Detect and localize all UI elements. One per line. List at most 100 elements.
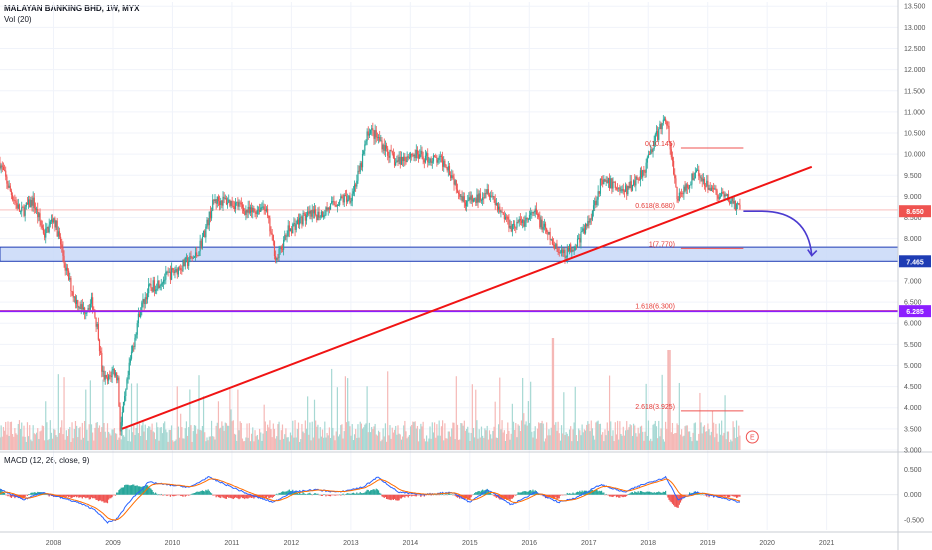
candle-body xyxy=(735,204,738,210)
macd-histogram-bar xyxy=(181,494,183,496)
candle-body xyxy=(409,153,412,158)
volume-bar xyxy=(128,429,130,450)
volume-bar xyxy=(237,389,239,450)
candle-body xyxy=(313,209,316,214)
macd-histogram-bar xyxy=(735,494,738,498)
volume-bar xyxy=(26,422,29,450)
macd-histogram-bar xyxy=(35,492,38,495)
candle-body xyxy=(62,247,64,256)
candle-body xyxy=(424,155,427,163)
candle-body xyxy=(85,313,87,314)
macd-histogram-bar xyxy=(493,494,495,497)
volume-bar xyxy=(581,424,583,450)
candle-body xyxy=(494,199,496,206)
volume-bar xyxy=(159,427,161,450)
candle-body xyxy=(56,220,58,237)
macd-histogram-bar xyxy=(141,486,143,495)
candle-body xyxy=(141,302,143,312)
macd-histogram-bar xyxy=(152,491,154,495)
chart-title: MALAYAN BANKING BHD, 1W, MYX xyxy=(4,4,140,13)
volume-bar xyxy=(374,423,376,450)
volume-bar xyxy=(715,423,717,450)
candle-body xyxy=(245,209,247,215)
macd-histogram-bar xyxy=(84,494,86,498)
candle-body xyxy=(87,308,89,311)
candle-body xyxy=(39,213,41,221)
macd-histogram-bar xyxy=(335,494,337,496)
candle-body xyxy=(119,406,121,432)
candle-body xyxy=(19,211,22,213)
candle-body xyxy=(328,207,330,210)
volume-bar xyxy=(132,432,134,450)
macd-histogram-bar xyxy=(610,494,612,497)
candle-body xyxy=(10,190,13,195)
volume-bar xyxy=(53,428,55,450)
macd-histogram-bar xyxy=(687,494,690,496)
volume-bar xyxy=(178,437,181,450)
candle-body xyxy=(351,193,353,202)
macd-histogram-bar xyxy=(445,493,447,495)
volume-bar xyxy=(579,430,581,450)
volume-bar xyxy=(189,389,191,450)
candle-body xyxy=(7,183,9,188)
macd-histogram-bar xyxy=(10,494,13,498)
volume-bar xyxy=(254,430,256,450)
price-tick-label: 7.000 xyxy=(904,278,922,285)
volume-bar xyxy=(270,429,272,450)
volume-bar xyxy=(698,433,700,450)
macd-histogram-bar xyxy=(655,492,658,495)
volume-bar xyxy=(318,438,320,450)
volume-bar xyxy=(168,429,170,450)
macd-histogram-bar xyxy=(304,493,306,495)
candle-body xyxy=(453,177,455,185)
volume-bar xyxy=(652,424,654,450)
macd-histogram-bar xyxy=(337,494,340,496)
macd-histogram-bar xyxy=(390,494,392,501)
candle-body xyxy=(78,307,80,309)
macd-histogram-bar xyxy=(472,494,475,495)
macd-histogram-bar xyxy=(293,491,295,495)
volume-bar xyxy=(63,377,65,450)
candle-body xyxy=(16,203,18,209)
macd-histogram-bar xyxy=(100,494,102,501)
candle-body xyxy=(225,198,228,205)
candle-body xyxy=(0,162,1,169)
macd-histogram-bar xyxy=(730,494,732,496)
candle-body xyxy=(359,163,361,172)
volume-bar xyxy=(108,431,110,450)
volume-bar xyxy=(719,434,722,450)
macd-histogram-bar xyxy=(706,494,708,497)
macd-histogram-bar xyxy=(530,490,532,495)
macd-histogram-bar xyxy=(629,493,631,495)
volume-bar xyxy=(651,441,653,450)
macd-histogram-bar xyxy=(26,494,29,496)
volume-bar xyxy=(485,430,487,450)
candle-body xyxy=(116,372,118,381)
macd-histogram-bar xyxy=(616,494,619,497)
macd-histogram-bar xyxy=(150,488,152,495)
macd-histogram-bar xyxy=(236,494,238,498)
macd-histogram-bar xyxy=(173,494,175,497)
candle-body xyxy=(343,195,345,203)
candle-body xyxy=(184,257,186,267)
volume-bar xyxy=(437,435,439,450)
macd-histogram-bar xyxy=(500,494,502,500)
volume-bar xyxy=(184,428,186,450)
volume-bar xyxy=(493,426,495,450)
macd-histogram-bar xyxy=(313,493,316,495)
macd-histogram-bar xyxy=(88,494,90,500)
candle-body xyxy=(18,204,21,212)
macd-histogram-bar xyxy=(351,492,353,495)
candle-body xyxy=(254,210,256,213)
candle-body xyxy=(279,246,281,249)
volume-bar xyxy=(674,433,676,450)
macd-histogram-bar xyxy=(200,490,202,495)
volume-bar xyxy=(542,423,544,450)
candle-body xyxy=(459,194,461,197)
volume-bar xyxy=(84,420,86,450)
volume-bar xyxy=(422,421,424,450)
volume-bar xyxy=(487,439,489,450)
volume-bar xyxy=(62,434,64,450)
macd-histogram-bar xyxy=(407,494,409,498)
